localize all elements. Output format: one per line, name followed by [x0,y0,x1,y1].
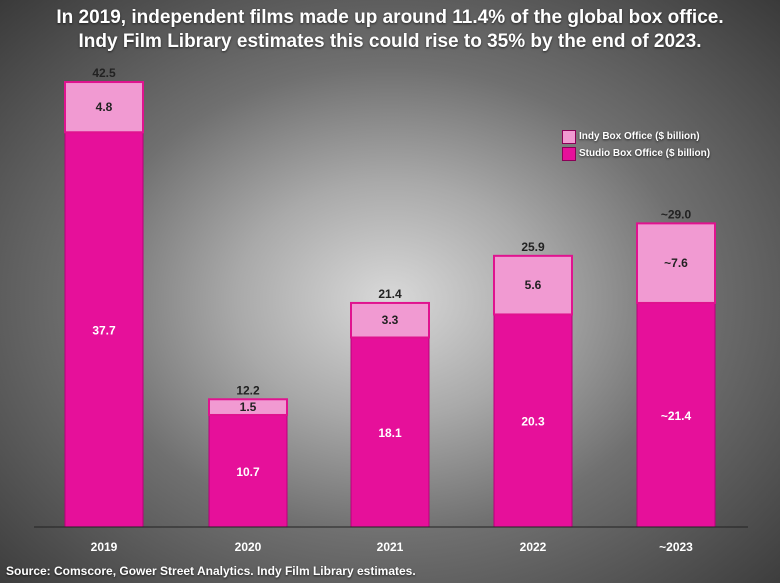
source-note: Source: Comscore, Gower Street Analytics… [6,564,416,578]
bar-indy [636,222,716,304]
bar-studio [493,313,573,528]
label-total: 12.2 [236,383,260,397]
label-indy: 1.5 [240,400,257,414]
label-studio: 20.3 [521,415,545,429]
x-tick-label: 2021 [377,540,404,554]
label-total: 21.4 [378,287,402,301]
bar-studio [636,302,716,528]
title-line-1: In 2019, independent films made up aroun… [56,7,724,28]
bar-indy [64,81,144,134]
bar-indy [208,398,288,416]
label-total: ~29.0 [661,207,692,221]
label-studio: 37.7 [92,324,116,338]
label-indy: 4.8 [96,100,113,114]
label-indy: ~7.6 [664,256,688,270]
legend-item-indy: Indy Box Office ($ billion) [562,128,710,145]
x-tick-label: ~2023 [659,540,693,554]
label-total: 25.9 [521,240,545,254]
label-total: 42.5 [92,66,116,80]
x-tick-label: 2019 [91,540,118,554]
label-studio: 10.7 [236,465,260,479]
legend-swatch-indy [562,129,576,144]
bar-studio [208,414,288,528]
label-studio: ~21.4 [661,409,692,423]
label-indy: 5.6 [525,278,542,292]
legend: Indy Box Office ($ billion) Studio Box O… [562,128,710,162]
bar-indy [350,301,430,339]
legend-label-studio: Studio Box Office ($ billion) [579,148,711,159]
x-tick-label: 2020 [235,540,262,554]
legend-item-studio: Studio Box Office ($ billion) [562,145,710,162]
bar-indy [493,254,573,316]
label-studio: 18.1 [378,426,402,440]
x-tick-label: 2022 [520,540,547,554]
title-line-2: Indy Film Library estimates this could r… [78,31,702,52]
legend-label-indy: Indy Box Office ($ billion) [579,131,700,142]
chart-title: In 2019, independent films made up aroun… [0,6,780,54]
legend-swatch-studio [562,146,576,161]
label-indy: 3.3 [382,313,399,327]
